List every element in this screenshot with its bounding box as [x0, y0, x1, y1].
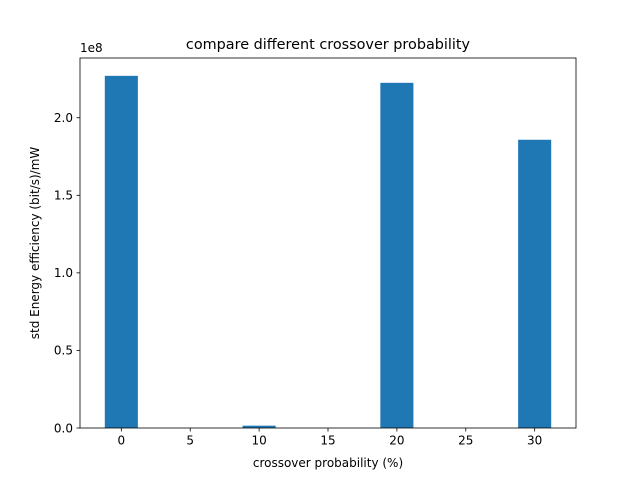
x-tick-label: 0	[118, 434, 126, 448]
chart-title: compare different crossover probability	[186, 37, 471, 53]
y-tick-label: 1.0	[54, 266, 73, 280]
y-tick-label: 2.0	[54, 111, 73, 125]
y-tick-label: 1.5	[54, 189, 73, 203]
x-tick-label: 15	[320, 434, 335, 448]
x-tick-label: 5	[186, 434, 194, 448]
y-ticks-group: 0.0 0.5 1.0 1.5 2.0	[54, 111, 80, 435]
plot-frame	[79, 57, 577, 429]
x-tick-label: 30	[527, 434, 542, 448]
bar-20	[380, 82, 414, 428]
bar-0	[104, 75, 138, 428]
y-offset-label: 1e8	[80, 41, 103, 55]
bar-10	[242, 425, 276, 428]
x-tick-label: 25	[458, 434, 473, 448]
y-tick-label: 0.0	[54, 421, 73, 435]
x-tick-label: 20	[389, 434, 404, 448]
y-axis-label: std Energy efficiency (bit/s)/mW	[28, 147, 42, 340]
y-tick-label: 0.5	[54, 344, 73, 358]
x-tick-label: 10	[251, 434, 266, 448]
bars-group	[104, 75, 552, 428]
x-ticks-group: 0 5 10 15 20 25 30	[118, 428, 542, 448]
x-axis-label: crossover probability (%)	[253, 456, 403, 470]
bar-30	[518, 139, 552, 428]
